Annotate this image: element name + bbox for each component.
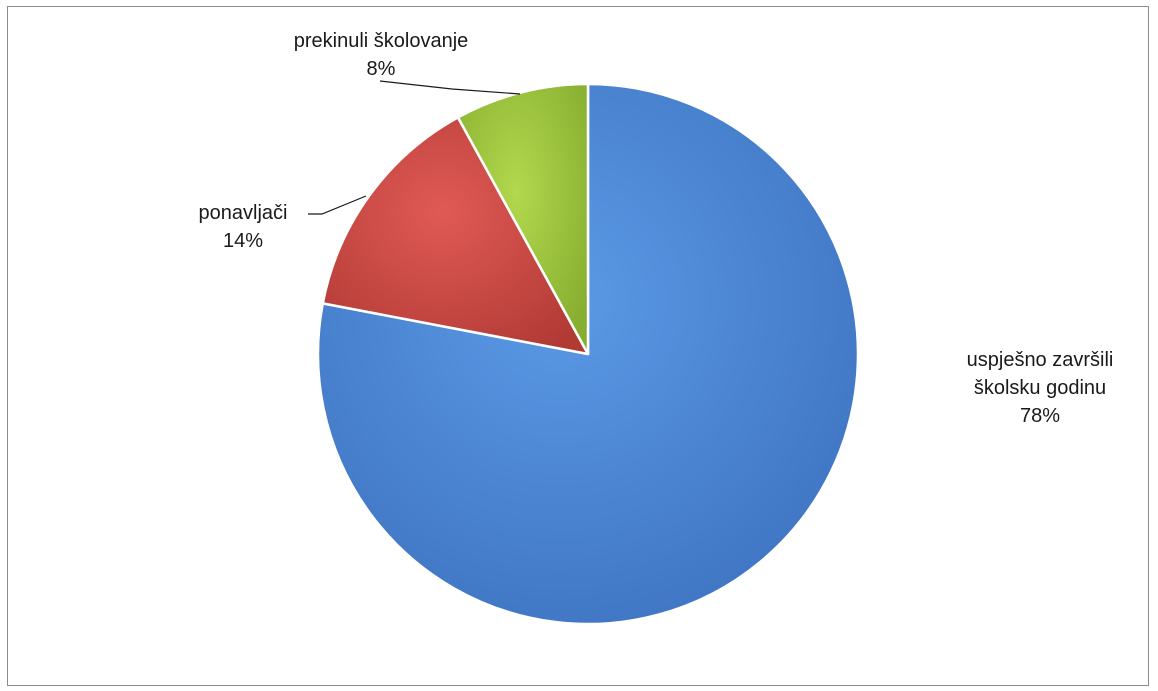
slice-label-prekinuli: prekinuli školovanje 8% [246, 27, 516, 83]
slice-percent-ponavljaci: 14% [222, 230, 264, 252]
slice-percent-prekinuli: 8% [366, 58, 396, 80]
slice-prekinuli [456, 82, 590, 356]
slice-label-prekinuli-line1: prekinuli školovanje [293, 30, 469, 52]
slice-label-uspjesno-line2: školsku godinu [973, 377, 1107, 399]
slice-label-ponavljaci: ponavljači 14% [178, 199, 308, 255]
leader-line-prekinuli [379, 80, 521, 95]
leader-line-ponavljaci [308, 195, 367, 215]
slice-label-uspjesno: uspješno završili školsku godinu 78% [925, 346, 1155, 430]
slice-label-ponavljaci-line1: ponavljači [198, 202, 288, 224]
slice-ponavljaci [321, 116, 590, 356]
slice-label-uspjesno-line1: uspješno završili [966, 349, 1114, 371]
slice-percent-uspjesno: 78% [1019, 405, 1061, 427]
